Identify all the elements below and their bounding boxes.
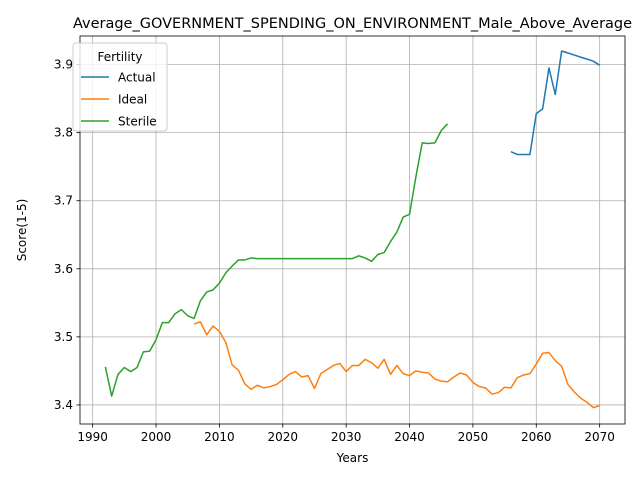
x-tick-label: 2030: [331, 430, 362, 444]
x-tick-label: 2000: [141, 430, 172, 444]
chart-title: Average_GOVERNMENT_SPENDING_ON_ENVIRONME…: [73, 16, 632, 32]
legend-box: [72, 42, 168, 132]
grid: [80, 36, 625, 424]
series-line-actual: [510, 50, 601, 156]
y-tick-label: 3.7: [54, 194, 73, 208]
x-tick-label: 2060: [521, 430, 552, 444]
x-tick-label: 1990: [77, 430, 108, 444]
x-tick-label: 2040: [394, 430, 425, 444]
legend-label-sterile: Sterile: [118, 115, 157, 129]
y-axis-label: Score(1-5): [15, 199, 29, 262]
y-tick-label: 3.4: [54, 398, 73, 412]
legend-label-ideal: Ideal: [118, 93, 147, 107]
legend-title: Fertility: [97, 50, 142, 64]
x-tick-label: 2020: [268, 430, 299, 444]
y-tick-label: 3.6: [54, 262, 73, 276]
series-line-ideal: [193, 321, 600, 409]
y-tick-label: 3.5: [54, 330, 73, 344]
y-tick-label: 3.8: [54, 126, 73, 140]
x-tick-label: 2010: [204, 430, 235, 444]
legend-label-actual: Actual: [118, 71, 156, 85]
x-axis-label: Years: [336, 451, 369, 465]
legend: Fertility Actual Ideal Sterile: [72, 42, 168, 132]
y-tick-label: 3.9: [54, 58, 73, 72]
series-line-sterile: [104, 123, 449, 397]
x-tick-label: 2070: [584, 430, 615, 444]
axis-ticks: 1990 2000 2010 2020 2030 2040 2050 2060 2070 3.4 3…: [54, 58, 615, 444]
plot-frame: [79, 35, 626, 425]
x-tick-label: 2050: [458, 430, 489, 444]
series-lines: [104, 50, 601, 409]
